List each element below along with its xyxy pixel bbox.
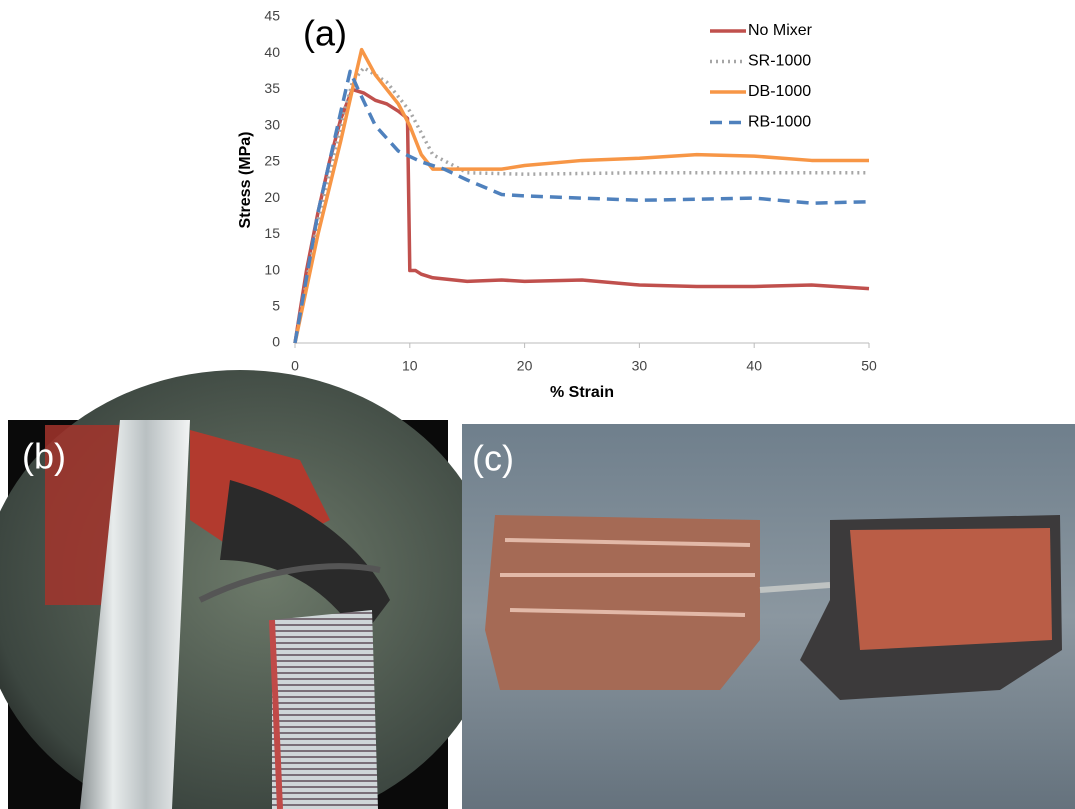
y-tick-label: 0 bbox=[272, 334, 280, 350]
legend-label: SR-1000 bbox=[748, 53, 811, 70]
x-tick-label: 30 bbox=[632, 358, 648, 374]
panel-label: (c) bbox=[472, 438, 514, 479]
y-tick-label: 25 bbox=[264, 153, 280, 169]
legend-label: No Mixer bbox=[748, 22, 813, 39]
panel-label: (a) bbox=[303, 13, 347, 54]
x-tick-label: 40 bbox=[746, 358, 762, 374]
legend-label: RB-1000 bbox=[748, 114, 811, 131]
x-tick-label: 20 bbox=[517, 358, 533, 374]
x-axis-title: % Strain bbox=[550, 384, 614, 401]
legend-label: DB-1000 bbox=[748, 83, 811, 100]
figure: 0 10 20 30 40 50 0 5 10 15 20 25 30 35 40 45 % Strain Str… bbox=[0, 0, 1075, 809]
photo-c: (c) bbox=[462, 424, 1075, 809]
y-tick-label: 15 bbox=[264, 225, 280, 241]
y-tick-label: 10 bbox=[264, 261, 280, 277]
y-tick-label: 45 bbox=[264, 8, 280, 24]
y-tick-label: 30 bbox=[264, 116, 280, 132]
y-tick-label: 5 bbox=[272, 297, 280, 313]
chart-a: 0 10 20 30 40 50 0 5 10 15 20 25 30 35 40 45 % Strain Str… bbox=[237, 8, 877, 402]
y-axis-title: Stress (MPa) bbox=[237, 132, 254, 229]
y-tick-label: 20 bbox=[264, 189, 280, 205]
x-tick-label: 50 bbox=[861, 358, 877, 374]
data-line bbox=[295, 68, 869, 343]
y-tick-label: 35 bbox=[264, 80, 280, 96]
photo-b: (b) bbox=[0, 370, 500, 809]
data-line bbox=[295, 71, 869, 343]
y-tick-label: 40 bbox=[264, 44, 280, 60]
panel-label: (b) bbox=[22, 436, 66, 477]
x-tick-label: 10 bbox=[402, 358, 418, 374]
x-tick-label: 0 bbox=[291, 358, 299, 374]
